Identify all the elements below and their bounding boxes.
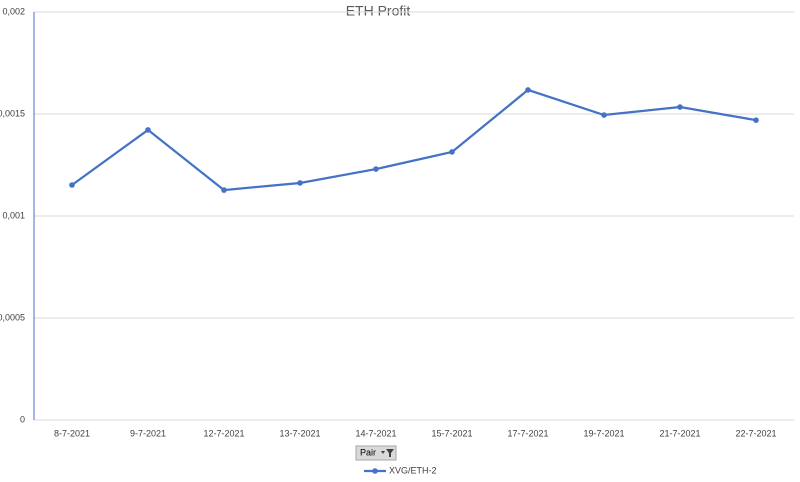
- legend-marker: [372, 468, 378, 474]
- chart-title: ETH Profit: [346, 3, 411, 19]
- x-tick-label: 19-7-2021: [583, 428, 624, 438]
- data-point: [221, 187, 227, 193]
- x-tick-label: 17-7-2021: [507, 428, 548, 438]
- data-point: [69, 182, 75, 188]
- y-tick-label: 0,0015: [0, 108, 25, 118]
- x-tick-label: 22-7-2021: [735, 428, 776, 438]
- data-point: [601, 112, 607, 118]
- legend-label: XVG/ETH-2: [389, 465, 437, 475]
- x-tick-label: 21-7-2021: [659, 428, 700, 438]
- filter-button-label[interactable]: Pair: [360, 447, 376, 457]
- data-point: [753, 117, 759, 123]
- data-point: [525, 87, 531, 93]
- x-tick-label: 15-7-2021: [431, 428, 472, 438]
- data-point: [145, 127, 151, 133]
- y-tick-label: 0,001: [2, 210, 25, 220]
- y-tick-label: 0: [20, 414, 25, 424]
- x-tick-label: 14-7-2021: [355, 428, 396, 438]
- x-tick-label: 13-7-2021: [279, 428, 320, 438]
- x-tick-label: 12-7-2021: [203, 428, 244, 438]
- filter-button-box[interactable]: [355, 445, 397, 461]
- y-tick-label: 0,002: [2, 6, 25, 16]
- filter-icon[interactable]: [381, 449, 394, 457]
- series-line: [71, 88, 757, 192]
- data-point: [297, 180, 303, 186]
- y-tick-label: 0,0005: [0, 312, 25, 322]
- x-tick-label: 9-7-2021: [130, 428, 166, 438]
- data-point: [373, 166, 379, 172]
- data-point: [449, 149, 455, 155]
- x-tick-label: 8-7-2021: [54, 428, 90, 438]
- data-point: [677, 104, 683, 110]
- filter-button[interactable]: Pair: [355, 445, 397, 461]
